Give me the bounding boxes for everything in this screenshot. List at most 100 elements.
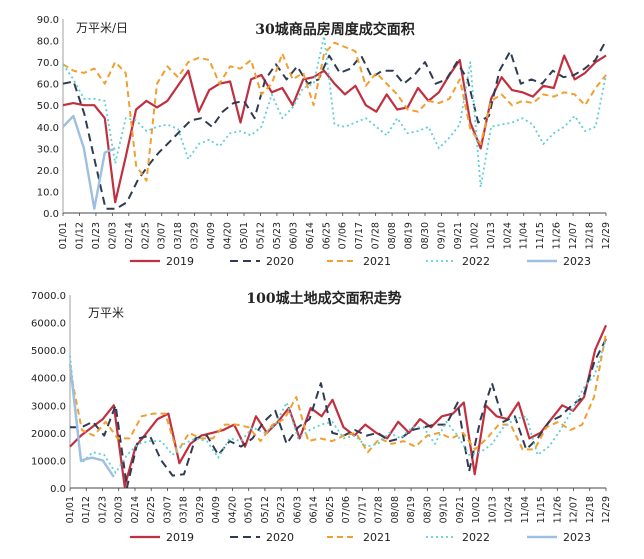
- x-tick-label: 05/12: [260, 496, 271, 523]
- x-tick-label: 03/29: [195, 496, 206, 523]
- x-tick-label: 01/12: [74, 222, 85, 249]
- x-tick-label: 06/25: [325, 496, 336, 523]
- y-axis-ticks: 0.0 10.0 20.0 30.0 40.0 50.0 60.0 70.0 80.0 90.0: [37, 15, 59, 220]
- x-tick-label: 11/04: [519, 222, 530, 249]
- series-line-2023: [68, 363, 115, 478]
- x-tick-label: 04/20: [227, 496, 238, 523]
- series-line-2022: [62, 35, 607, 189]
- x-tick-label: 03/07: [162, 496, 173, 523]
- x-tick-label: 07/28: [374, 496, 385, 523]
- x-tick-label: 10/24: [504, 496, 515, 523]
- y-axis-ticks: 0.0 1000.0 2000.0 3000.0 4000.0 5000.0 6000.0 7…: [31, 291, 66, 495]
- x-tick-label: 11/15: [536, 496, 547, 523]
- x-tick-label: 07/06: [338, 222, 349, 249]
- x-tick-label: 05/01: [244, 496, 255, 523]
- x-tick-label: 10/13: [487, 496, 498, 523]
- series-line-2019: [69, 324, 608, 488]
- x-tick-label: 11/26: [552, 222, 563, 249]
- legend-label-2022: 2022: [462, 255, 490, 268]
- x-tick-label: 11/26: [552, 496, 563, 523]
- x-tick-label: 02/14: [130, 496, 141, 523]
- x-tick-label: 07/17: [357, 496, 368, 523]
- x-tick-label: 09/10: [436, 222, 447, 249]
- y-tick-label: 0.0: [43, 209, 59, 220]
- x-tick-label: 03/18: [179, 496, 190, 523]
- x-tick-label: 12/29: [601, 222, 612, 249]
- chart-title: 30城商品房周度成交面积: [255, 21, 414, 38]
- x-tick-label: 09/21: [453, 222, 464, 249]
- x-tick-label: 08/08: [390, 496, 401, 523]
- y-tick-label: 60.0: [37, 80, 59, 91]
- y-tick-label: 7000.0: [31, 291, 66, 302]
- legend-label-2023: 2023: [563, 255, 591, 268]
- x-tick-label: 04/09: [206, 222, 217, 249]
- unit-label: 万平米: [88, 306, 124, 320]
- x-tick-label: 05/01: [239, 222, 250, 249]
- x-tick-label: 10/02: [469, 222, 480, 249]
- y-tick-label: 5000.0: [31, 346, 66, 357]
- y-tick-label: 30.0: [37, 144, 59, 155]
- x-tick-label: 12/18: [585, 222, 596, 249]
- x-tick-label: 10/24: [502, 222, 513, 249]
- legend-label-2022: 2022: [462, 531, 490, 544]
- x-tick-label: 12/07: [568, 222, 579, 249]
- legend-label-2020: 2020: [266, 255, 294, 268]
- x-tick-label: 06/03: [288, 222, 299, 249]
- y-tick-label: 0.0: [50, 484, 66, 495]
- y-tick-label: 70.0: [37, 58, 59, 69]
- legend-label-2021: 2021: [363, 531, 391, 544]
- legend-label-2020: 2020: [266, 531, 294, 544]
- x-tick-label: 11/15: [535, 222, 546, 249]
- x-tick-label: 01/23: [91, 222, 102, 249]
- x-tick-label: 08/19: [404, 222, 415, 249]
- x-tick-label: 01/12: [81, 496, 92, 523]
- x-tick-label: 06/14: [305, 222, 316, 249]
- x-tick-label: 08/30: [420, 222, 431, 249]
- x-axis-ticks: 01/01 01/12 01/23 02/03 02/14 02/25 03/07 03/18…: [58, 213, 612, 249]
- y-tick-label: 4000.0: [31, 374, 66, 385]
- x-tick-label: 02/03: [114, 496, 125, 523]
- plot-area: [62, 19, 607, 214]
- x-tick-label: 05/23: [276, 496, 287, 523]
- x-tick-label: 07/28: [371, 222, 382, 249]
- weekly-housing-chart: 30城商品房周度成交面积 万平米/日 0.0 10.0 20.0 30.0 40.0 50…: [37, 15, 612, 268]
- legend-label-2021: 2021: [363, 255, 391, 268]
- series-line-2020: [70, 338, 607, 489]
- y-tick-label: 80.0: [37, 37, 59, 48]
- x-tick-label: 01/01: [65, 496, 76, 523]
- series-line-2020: [62, 40, 607, 210]
- x-axis-ticks: 01/01 01/12 01/23 02/03 02/14 02/25 03/07 03/18…: [65, 488, 612, 523]
- y-tick-label: 90.0: [37, 15, 59, 26]
- legend-label-2019: 2019: [166, 531, 194, 544]
- chart-title: 100城土地成交面积走势: [246, 290, 401, 307]
- y-tick-label: 3000.0: [31, 401, 66, 412]
- x-tick-label: 02/03: [107, 222, 118, 249]
- x-tick-label: 12/18: [585, 496, 596, 523]
- x-tick-label: 04/09: [211, 496, 222, 523]
- x-tick-label: 06/14: [309, 496, 320, 523]
- x-tick-label: 08/30: [422, 496, 433, 523]
- x-tick-label: 09/10: [439, 496, 450, 523]
- y-tick-label: 20.0: [37, 166, 59, 177]
- x-tick-label: 01/01: [58, 222, 69, 249]
- x-tick-label: 01/23: [97, 496, 108, 523]
- x-tick-label: 03/07: [157, 222, 168, 249]
- y-tick-label: 40.0: [37, 123, 59, 134]
- series-line-2019: [62, 54, 607, 204]
- x-tick-label: 07/17: [354, 222, 365, 249]
- x-tick-label: 06/25: [321, 222, 332, 249]
- land-transaction-chart: 100城土地成交面积走势 万平米 0.0 1000.0 2000.0 3000.0 40…: [31, 290, 612, 544]
- x-tick-label: 07/06: [341, 496, 352, 523]
- y-tick-label: 6000.0: [31, 319, 66, 330]
- x-tick-label: 02/14: [124, 222, 135, 249]
- x-tick-label: 09/21: [455, 496, 466, 523]
- series-line-2021: [62, 41, 607, 182]
- unit-label: 万平米/日: [76, 21, 128, 35]
- legend: 2019 2020 2021 2022 2023: [130, 255, 591, 268]
- x-tick-label: 05/12: [255, 222, 266, 249]
- x-tick-label: 02/25: [140, 222, 151, 249]
- x-tick-label: 08/08: [387, 222, 398, 249]
- x-tick-label: 12/07: [569, 496, 580, 523]
- x-tick-label: 03/18: [173, 222, 184, 249]
